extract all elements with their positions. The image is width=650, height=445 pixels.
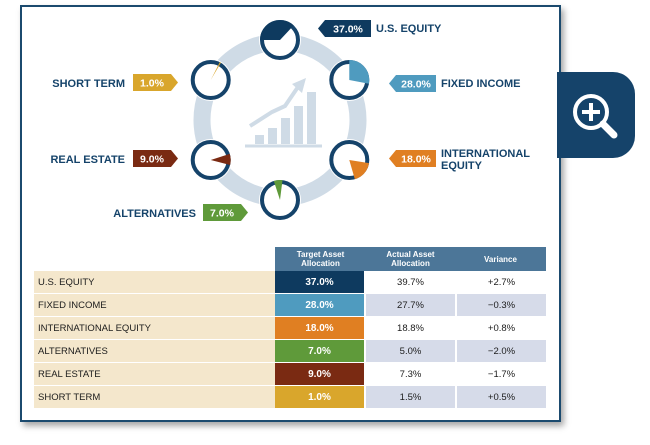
- row-category: ALTERNATIVES: [34, 340, 275, 363]
- real-estate-tag: [133, 150, 178, 167]
- row-category: FIXED INCOME: [34, 294, 275, 317]
- growth-icon-bar: [268, 128, 277, 144]
- pie-slice-alternatives: [273, 179, 283, 200]
- short-term-tag-value: 1.0%: [140, 78, 165, 90]
- row-actual: 27.7%: [366, 294, 455, 317]
- table-row: REAL ESTATE 9.0% 7.3% −1.7%: [34, 363, 546, 386]
- pie-slice-international-equity: [349, 160, 370, 180]
- header-variance: Variance: [455, 247, 546, 271]
- row-actual: 39.7%: [366, 271, 455, 294]
- international-equity-tag: [389, 150, 436, 167]
- growth-icon-arrowhead: [292, 78, 306, 93]
- international-equity-tag-value: 18.0%: [401, 154, 431, 166]
- row-target: 9.0%: [275, 363, 366, 386]
- pie-slice-short-term: [210, 62, 221, 80]
- us-equity-label: U.S. EQUITY: [376, 23, 442, 35]
- growth-icon-bar: [281, 118, 290, 144]
- growth-icon-bar: [307, 92, 316, 144]
- real-estate-label: REAL ESTATE: [50, 154, 125, 166]
- table-row: U.S. EQUITY 37.0% 39.7% +2.7%: [34, 271, 546, 294]
- node-ring: [190, 60, 231, 100]
- table-row: FIXED INCOME 28.0% 27.7% −0.3%: [34, 294, 546, 317]
- row-category: REAL ESTATE: [34, 363, 275, 386]
- node-ring: [329, 140, 370, 180]
- row-variance: −0.3%: [455, 294, 546, 317]
- row-actual: 5.0%: [366, 340, 455, 363]
- growth-icon-bar: [255, 135, 264, 144]
- header-blank: [34, 247, 275, 271]
- real-estate-tag-value: 9.0%: [140, 154, 165, 166]
- alternatives-tag-value: 7.0%: [210, 208, 235, 220]
- row-actual: 1.5%: [366, 386, 455, 409]
- zoom-button[interactable]: [557, 72, 635, 158]
- row-variance: +0.8%: [455, 317, 546, 340]
- international-equity-line2-label: EQUITY: [441, 160, 483, 172]
- pie-slice-real-estate: [210, 153, 231, 165]
- fixed-income-tag: [389, 75, 436, 92]
- row-category: SHORT TERM: [34, 386, 275, 409]
- alternatives-label: ALTERNATIVES: [113, 208, 196, 220]
- row-target: 1.0%: [275, 386, 366, 409]
- row-variance: +0.5%: [455, 386, 546, 409]
- table-row: SHORT TERM 1.0% 1.5% +0.5%: [34, 386, 546, 409]
- pie-slice-fixed-income: [349, 60, 370, 84]
- alternatives-tag: [203, 204, 248, 221]
- row-variance: +2.7%: [455, 271, 546, 294]
- row-target: 7.0%: [275, 340, 366, 363]
- row-variance: −2.0%: [455, 340, 546, 363]
- pie-slice-u-s-equity: [260, 19, 294, 40]
- row-variance: −1.7%: [455, 363, 546, 386]
- row-category: U.S. EQUITY: [34, 271, 275, 294]
- header-target: Target Asset Allocation: [275, 247, 366, 271]
- table-row: ALTERNATIVES 7.0% 5.0% −2.0%: [34, 340, 546, 363]
- fixed-income-label: FIXED INCOME: [441, 78, 520, 90]
- fixed-income-tag-value: 28.0%: [401, 79, 431, 91]
- header-actual: Actual Asset Allocation: [366, 247, 455, 271]
- row-actual: 7.3%: [366, 363, 455, 386]
- table-header-row: Target Asset Allocation Actual Asset All…: [34, 247, 546, 271]
- growth-icon-arrow: [248, 82, 302, 128]
- short-term-label: SHORT TERM: [52, 78, 125, 90]
- allocation-table: Target Asset Allocation Actual Asset All…: [34, 247, 546, 409]
- row-target: 28.0%: [275, 294, 366, 317]
- row-actual: 18.8%: [366, 317, 455, 340]
- growth-icon-bar: [294, 106, 303, 144]
- table-row: INTERNATIONAL EQUITY 18.0% 18.8% +0.8%: [34, 317, 546, 340]
- zoom-in-magnifier-icon: [573, 94, 618, 139]
- us-equity-tag-value: 37.0%: [333, 24, 363, 36]
- international-equity-line1-label: INTERNATIONAL: [441, 148, 530, 160]
- us-equity-tag: [318, 20, 371, 37]
- row-category: INTERNATIONAL EQUITY: [34, 317, 275, 340]
- short-term-tag: [133, 74, 178, 91]
- row-target: 18.0%: [275, 317, 366, 340]
- row-target: 37.0%: [275, 271, 366, 294]
